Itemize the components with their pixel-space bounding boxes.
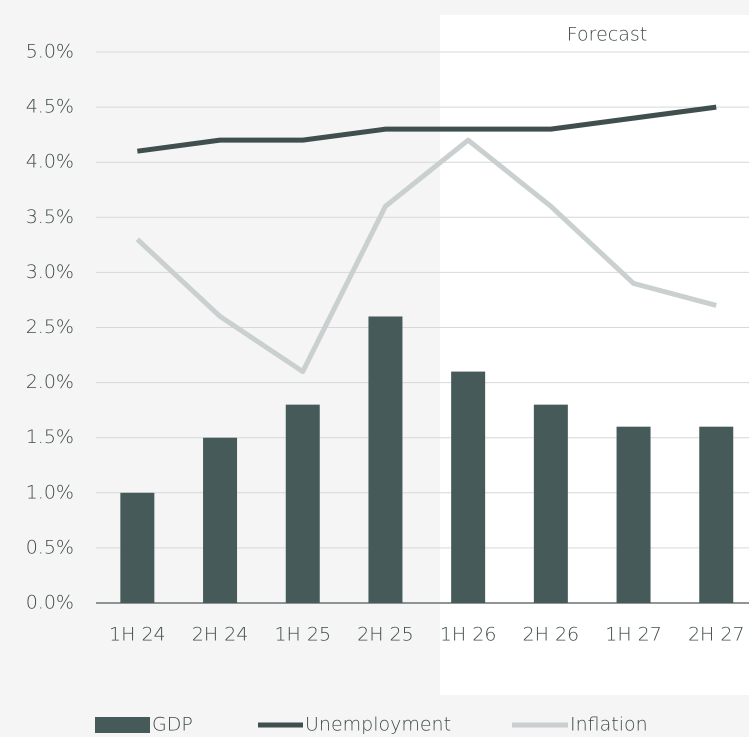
x-tick-label: 1H 25 [274,624,331,646]
y-tick-label: 2.0% [26,371,74,393]
bar [451,371,486,603]
y-tick-label: 4.0% [26,151,74,173]
y-tick-label: 1.5% [26,426,74,448]
bar [120,492,155,603]
line [135,137,717,375]
legend-label: GDP [152,714,193,736]
bar [699,426,734,603]
legend-swatch [95,717,150,733]
x-tick-label: 2H 24 [192,624,249,646]
x-tick-label: 2H 26 [523,624,580,646]
forecast-label: Forecast [567,24,647,46]
bar [368,316,403,603]
y-tick-label: 1.0% [26,481,74,503]
bar [203,437,238,603]
x-tick-label: 2H 25 [357,624,414,646]
y-tick-label: 0.5% [26,536,74,558]
x-tick-label: 1H 27 [605,624,662,646]
y-tick-label: 0.0% [26,592,74,614]
y-tick-label: 3.5% [26,206,74,228]
line [137,104,717,154]
y-tick-label: 3.0% [26,261,74,283]
x-tick-label: 2H 27 [688,624,745,646]
bar [616,426,651,603]
x-tick-label: 1H 24 [109,624,166,646]
x-tick-label: 1H 26 [440,624,497,646]
y-tick-label: 4.5% [26,96,74,118]
legend-label: Inflation [570,714,648,736]
bar [533,404,568,603]
y-tick-label: 5.0% [26,41,74,63]
y-tick-label: 2.5% [26,316,74,338]
legend-label: Unemployment [305,714,451,736]
bar [285,404,320,603]
